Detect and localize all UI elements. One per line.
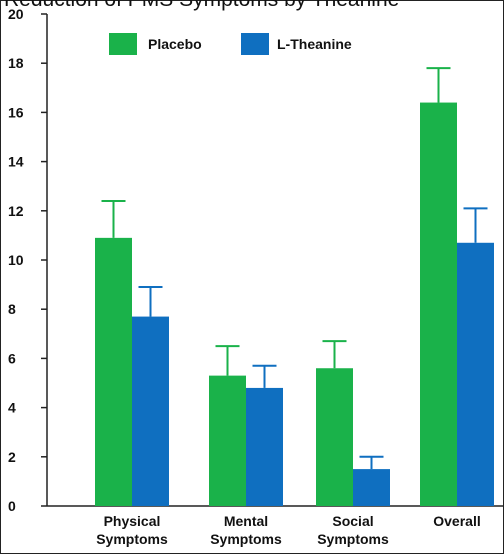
legend-swatch	[109, 33, 137, 55]
y-tick-label: 2	[8, 449, 16, 465]
chart-title: Reduction of PMS Symptoms by Theanine	[4, 0, 399, 12]
bar-placebo	[209, 375, 246, 506]
x-category-label: Symptoms	[210, 531, 282, 547]
x-category-label: Symptoms	[317, 531, 389, 547]
y-tick-label: 14	[8, 154, 24, 170]
y-tick-label: 4	[8, 400, 16, 416]
legend-label: L-Theanine	[277, 36, 352, 52]
y-tick-label: 12	[8, 203, 24, 219]
bar-l-theanine	[246, 387, 283, 506]
bar-l-theanine	[353, 469, 390, 506]
x-category-label: Mental	[224, 513, 268, 529]
y-tick-label: 8	[8, 301, 16, 317]
x-category-label: Physical	[104, 513, 161, 529]
legend-swatch	[241, 33, 269, 55]
y-tick-label: 6	[8, 350, 16, 366]
bar-l-theanine	[132, 316, 169, 506]
bar-placebo	[95, 237, 132, 507]
bar-l-theanine	[457, 242, 494, 506]
x-category-label: Social	[332, 513, 373, 529]
bar-placebo	[316, 368, 353, 506]
x-category-label: Overall	[433, 513, 480, 529]
y-tick-label: 10	[8, 252, 24, 268]
y-tick-label: 18	[8, 55, 24, 71]
y-tick-label: 0	[8, 498, 16, 514]
x-category-label: Symptoms	[96, 531, 168, 547]
legend-label: Placebo	[148, 36, 202, 52]
y-tick-label: 16	[8, 104, 24, 120]
y-tick-label: 20	[8, 6, 24, 22]
bar-placebo	[420, 102, 457, 506]
